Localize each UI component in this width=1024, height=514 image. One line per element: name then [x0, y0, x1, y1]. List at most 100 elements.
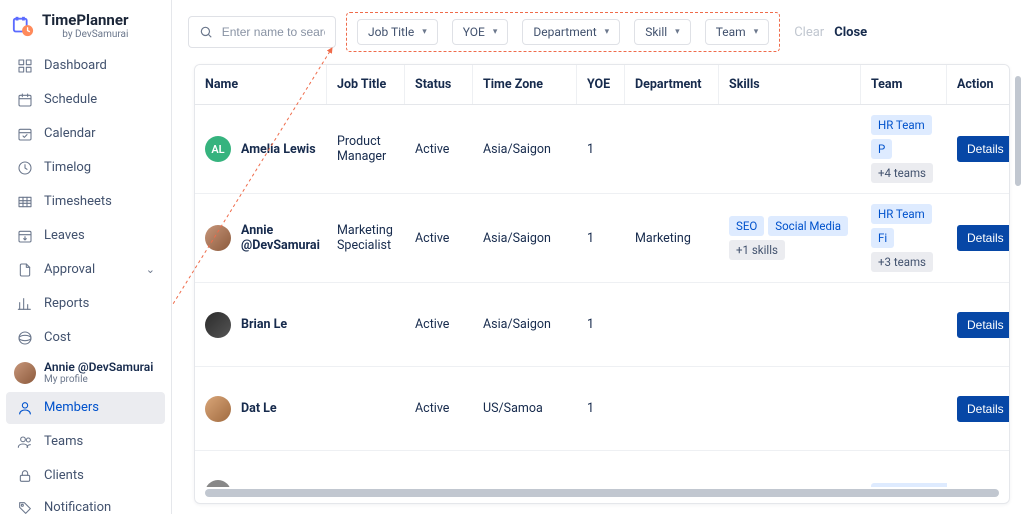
filter-skill[interactable]: Skill▾: [634, 19, 691, 45]
details-button[interactable]: Details: [957, 312, 1009, 338]
cell-yoe: [577, 483, 625, 488]
search-icon: [199, 23, 214, 41]
cell-team: Finance Team: [861, 473, 947, 488]
details-button[interactable]: Details: [957, 136, 1009, 162]
chevron-down-icon: ▾: [605, 27, 610, 37]
cell-department: [625, 139, 719, 159]
search-input[interactable]: [222, 25, 325, 39]
cell-timezone: [473, 483, 577, 488]
cell-job: Product Manager: [327, 124, 405, 174]
cell-name: Dat Le: [195, 386, 327, 432]
skill-chip: SEO: [729, 216, 764, 236]
member-name: Brian Le: [241, 317, 287, 332]
clock-icon: [16, 159, 34, 177]
sidebar-item-teams[interactable]: Teams: [6, 426, 165, 458]
cell-action: Details: [947, 386, 1009, 432]
filter-group: Job Title▾YOE▾Department▾Skill▾Team▾: [346, 12, 780, 52]
main: Job Title▾YOE▾Department▾Skill▾Team▾ Cle…: [172, 0, 1024, 514]
grid-icon: [16, 57, 34, 75]
cell-name: Brian Le: [195, 302, 327, 348]
sidebar-item-label: Notification: [44, 500, 111, 514]
calendar-check-icon: [16, 125, 34, 143]
sidebar-nav-3: Notification: [6, 492, 165, 514]
cell-timezone: Asia/Saigon: [473, 132, 577, 167]
sidebar-item-dashboard[interactable]: Dashboard: [6, 50, 165, 82]
cell-yoe: 1: [577, 221, 625, 256]
sidebar: TimePlanner by DevSamurai DashboardSched…: [0, 0, 172, 514]
file-icon: [16, 261, 34, 279]
cell-status: Active: [405, 391, 473, 426]
filter-team[interactable]: Team▾: [705, 19, 770, 45]
cell-skills: [719, 139, 861, 159]
cell-action: [947, 483, 1009, 488]
filter-department[interactable]: Department▾: [522, 19, 620, 45]
table-icon: [16, 193, 34, 211]
sidebar-item-leaves[interactable]: Leaves: [6, 220, 165, 252]
column-team: Team: [861, 65, 947, 104]
sidebar-item-reports[interactable]: Reports: [6, 288, 165, 320]
sidebar-item-members[interactable]: Members: [6, 392, 165, 424]
user-icon: [16, 399, 34, 417]
sidebar-item-label: Approval: [44, 262, 95, 277]
sidebar-item-clients[interactable]: Clients: [6, 460, 165, 492]
chevron-down-icon: ▾: [493, 27, 498, 37]
table-row: Annie @DevSamuraiMarketing SpecialistAct…: [195, 194, 1009, 283]
sidebar-item-timelog[interactable]: Timelog: [6, 152, 165, 184]
cell-department: [625, 315, 719, 335]
brand-logo-icon: [12, 15, 34, 37]
avatar: [205, 312, 231, 338]
team-chip: P: [871, 139, 892, 159]
cell-job: [327, 483, 405, 488]
cell-team: HR TeamP+4 teams: [861, 105, 947, 193]
cell-timezone: US/Samoa: [473, 391, 577, 426]
search-box[interactable]: [188, 16, 336, 48]
chevron-down-icon: ▾: [422, 27, 427, 37]
profile-avatar: [14, 362, 36, 384]
filter-yoe[interactable]: YOE ▾: [452, 19, 509, 45]
horizontal-scrollbar[interactable]: [205, 489, 999, 497]
tag-icon: [16, 499, 34, 514]
sidebar-item-label: Clients: [44, 468, 84, 483]
cell-action: Details: [947, 126, 1009, 172]
chevron-down-icon: ⌄: [146, 263, 155, 276]
details-button[interactable]: Details: [957, 396, 1009, 422]
members-table: NameJob TitleStatusTime ZoneYOEDepartmen…: [194, 64, 1010, 504]
close-filters[interactable]: Close: [834, 25, 867, 40]
filter-label: Team: [716, 25, 746, 39]
team-more-chip: +4 teams: [871, 163, 933, 183]
cell-skills: [719, 315, 861, 335]
sidebar-item-calendar[interactable]: Calendar: [6, 118, 165, 150]
filter-label: YOE: [463, 25, 485, 39]
profile-block[interactable]: Annie @DevSamurai My profile: [6, 354, 165, 392]
sidebar-item-notification[interactable]: Notification: [6, 492, 165, 514]
cell-team: [861, 315, 947, 335]
member-name: Amelia Lewis: [241, 142, 316, 157]
cell-name: ALAmelia Lewis: [195, 126, 327, 172]
cell-team: [861, 399, 947, 419]
filter-label: Skill: [645, 25, 667, 39]
column-action: Action: [947, 65, 1010, 104]
bar-chart-icon: [16, 295, 34, 313]
clear-filters: Clear: [794, 25, 824, 40]
column-job-title: Job Title: [327, 65, 405, 104]
sidebar-item-cost[interactable]: Cost: [6, 322, 165, 354]
cell-status: Active: [405, 221, 473, 256]
cell-action: Details: [947, 215, 1009, 261]
avatar: [205, 225, 231, 251]
cell-status: Active: [405, 132, 473, 167]
column-name: Name: [195, 65, 327, 104]
calendar-out-icon: [16, 227, 34, 245]
sidebar-item-approval[interactable]: Approval ⌄: [6, 254, 165, 286]
cell-name: Annie @DevSamurai: [195, 213, 327, 263]
vertical-scrollbar[interactable]: [1014, 70, 1022, 474]
sidebar-item-timesheets[interactable]: Timesheets: [6, 186, 165, 218]
filter-job-title[interactable]: Job Title▾: [357, 19, 438, 45]
cell-department: Marketing: [625, 221, 719, 256]
cell-team: HR TeamFi+3 teams: [861, 194, 947, 282]
sidebar-item-schedule[interactable]: Schedule: [6, 84, 165, 116]
coin-icon: [16, 329, 34, 347]
table-row: ALAmelia LewisProduct ManagerActiveAsia/…: [195, 105, 1009, 194]
table-row: Finance Team: [195, 451, 1009, 487]
details-button[interactable]: Details: [957, 225, 1009, 251]
table-row: Brian LeActiveAsia/Saigon1Details: [195, 283, 1009, 367]
